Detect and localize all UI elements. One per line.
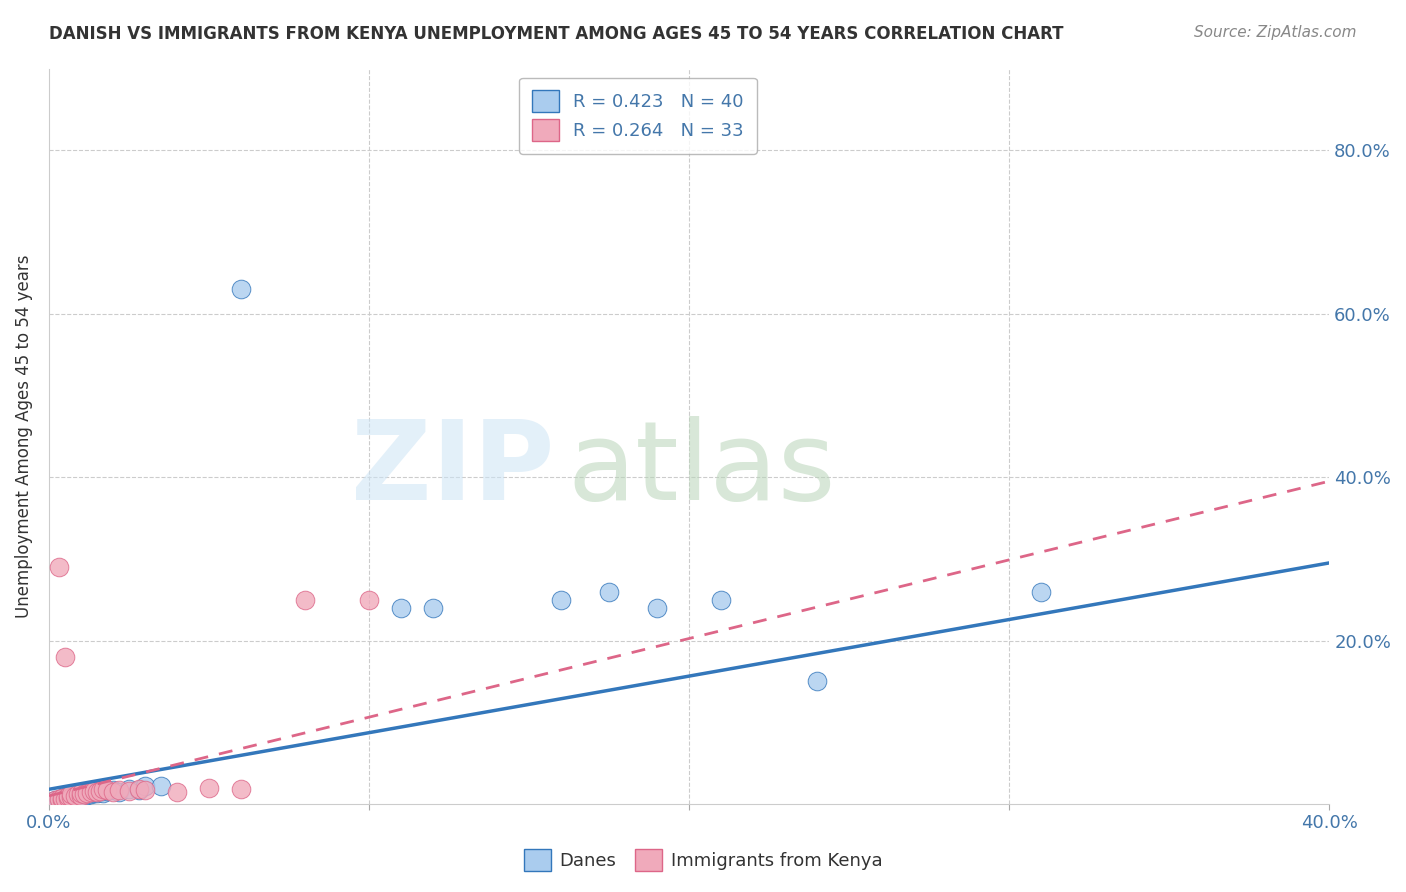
Point	[51, 792, 73, 806]
Point	[73, 786, 96, 800]
Point	[66, 787, 89, 801]
Point	[93, 786, 115, 800]
Point	[108, 783, 131, 797]
Point	[166, 785, 188, 799]
Point	[118, 782, 141, 797]
Point	[357, 592, 380, 607]
Point	[53, 790, 76, 805]
Text: atlas: atlas	[568, 416, 837, 523]
Point	[53, 793, 76, 807]
Text: ZIP: ZIP	[352, 416, 555, 523]
Point	[86, 785, 108, 799]
Point	[56, 792, 79, 806]
Point	[63, 789, 86, 803]
Point	[229, 782, 252, 797]
Legend: R = 0.423   N = 40, R = 0.264   N = 33: R = 0.423 N = 40, R = 0.264 N = 33	[519, 78, 756, 154]
Point	[806, 674, 828, 689]
Point	[76, 786, 98, 800]
Point	[83, 786, 105, 800]
Text: DANISH VS IMMIGRANTS FROM KENYA UNEMPLOYMENT AMONG AGES 45 TO 54 YEARS CORRELATI: DANISH VS IMMIGRANTS FROM KENYA UNEMPLOY…	[49, 25, 1064, 43]
Point	[70, 789, 93, 804]
Point	[73, 787, 96, 801]
Point	[294, 592, 316, 607]
Legend: Danes, Immigrants from Kenya: Danes, Immigrants from Kenya	[516, 842, 890, 879]
Point	[76, 788, 98, 802]
Point	[96, 784, 118, 798]
Point	[70, 786, 93, 800]
Point	[60, 790, 83, 805]
Point	[53, 649, 76, 664]
Text: Source: ZipAtlas.com: Source: ZipAtlas.com	[1194, 25, 1357, 40]
Point	[63, 789, 86, 803]
Point	[83, 784, 105, 798]
Point	[118, 784, 141, 798]
Y-axis label: Unemployment Among Ages 45 to 54 years: Unemployment Among Ages 45 to 54 years	[15, 254, 32, 618]
Point	[48, 560, 70, 574]
Point	[44, 793, 66, 807]
Point	[79, 785, 101, 799]
Point	[51, 791, 73, 805]
Point	[79, 787, 101, 801]
Point	[198, 780, 221, 795]
Point	[89, 785, 111, 799]
Point	[60, 791, 83, 805]
Point	[56, 791, 79, 805]
Point	[56, 789, 79, 804]
Point	[86, 786, 108, 800]
Point	[645, 600, 668, 615]
Point	[134, 779, 156, 793]
Point	[48, 792, 70, 806]
Point	[60, 787, 83, 801]
Point	[96, 783, 118, 797]
Point	[53, 792, 76, 806]
Point	[70, 789, 93, 803]
Point	[63, 792, 86, 806]
Point	[550, 592, 572, 607]
Point	[128, 782, 150, 797]
Point	[598, 584, 620, 599]
Point	[108, 785, 131, 799]
Point	[422, 600, 444, 615]
Point	[150, 779, 173, 793]
Point	[101, 785, 124, 799]
Point	[48, 794, 70, 808]
Point	[66, 790, 89, 805]
Point	[93, 782, 115, 797]
Point	[51, 791, 73, 805]
Point	[70, 786, 93, 800]
Point	[73, 789, 96, 803]
Point	[1031, 584, 1053, 599]
Point	[56, 789, 79, 803]
Point	[229, 282, 252, 296]
Point	[710, 592, 733, 607]
Point	[66, 787, 89, 801]
Point	[89, 784, 111, 798]
Point	[101, 783, 124, 797]
Point	[389, 600, 412, 615]
Point	[44, 793, 66, 807]
Point	[51, 793, 73, 807]
Point	[128, 783, 150, 797]
Point	[60, 789, 83, 803]
Point	[134, 783, 156, 797]
